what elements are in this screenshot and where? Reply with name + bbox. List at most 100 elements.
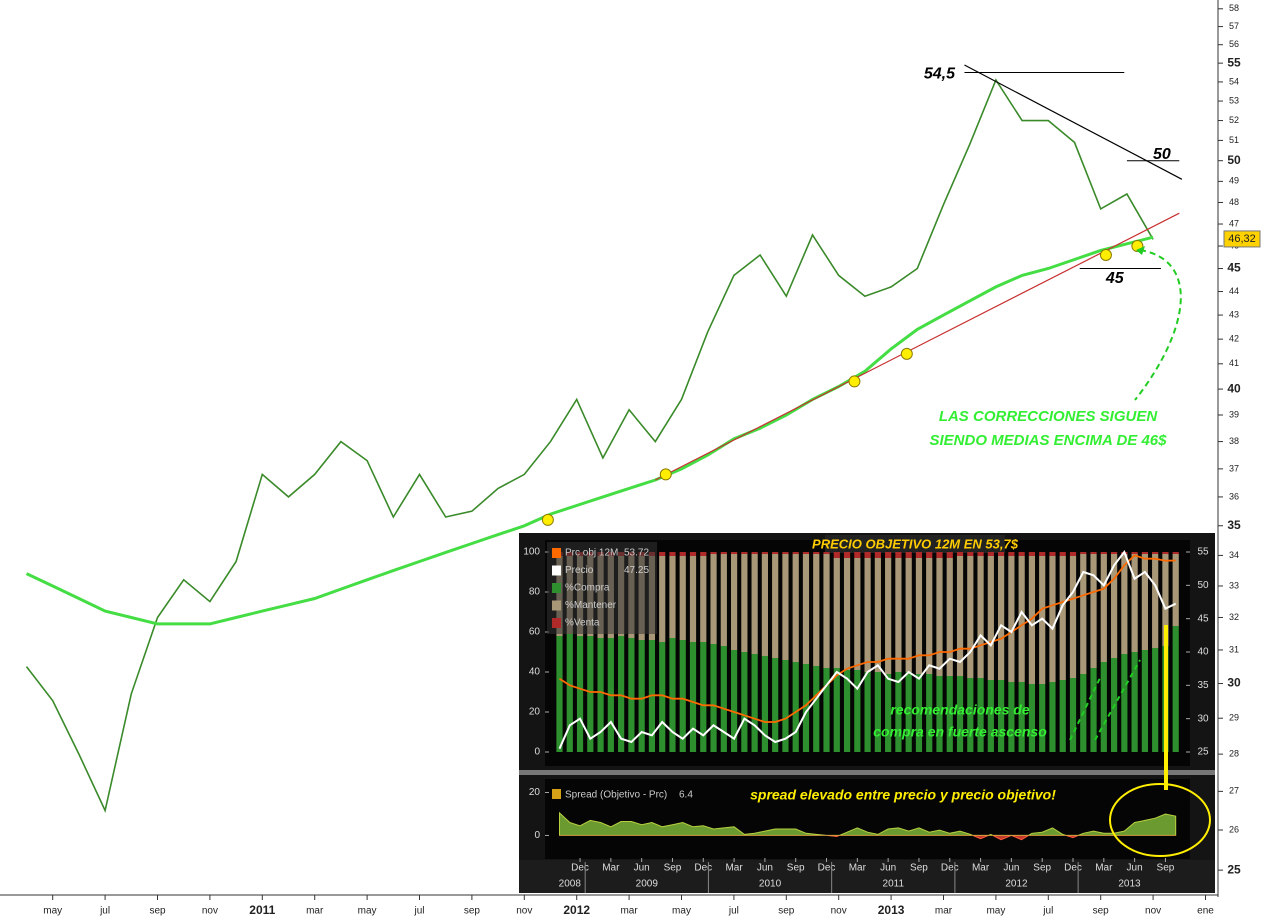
stacked-bar: [1172, 554, 1179, 626]
x-tick-label: Jun: [757, 863, 773, 874]
annotation: SIENDO MEDIAS ENCIMA DE 46$: [930, 432, 1168, 449]
stacked-bar: [956, 552, 964, 556]
stacked-bar: [946, 552, 953, 558]
stacked-bar: [1059, 680, 1066, 752]
stacked-bar: [751, 554, 758, 654]
level-label: 50: [1153, 146, 1171, 163]
y-tick-label: 33: [1229, 580, 1239, 590]
stacked-bar: [1131, 552, 1138, 554]
stacked-bar: [1069, 678, 1077, 752]
stacked-bar: [936, 558, 943, 676]
y2-tick-label: 45: [1197, 613, 1209, 624]
stacked-bar: [1100, 662, 1107, 752]
y-tick-label: 32: [1229, 612, 1239, 622]
stacked-bar: [987, 556, 994, 680]
level-label: 54,5: [924, 66, 956, 83]
y-tick-label: 47: [1229, 218, 1239, 228]
stacked-bar: [864, 552, 871, 558]
stacked-bar: [874, 672, 881, 752]
legend-label: %Compra: [565, 583, 610, 594]
stacked-bar: [700, 642, 707, 752]
stacked-bar: [854, 670, 861, 752]
stacked-bar: [618, 636, 625, 752]
y-tick-label: 0: [534, 747, 540, 758]
y-tick-label: 0: [534, 830, 540, 841]
stacked-bar: [772, 552, 779, 554]
legend-label: %Venta: [565, 618, 600, 629]
stacked-bar: [679, 640, 686, 752]
y-tick-label: 25: [1227, 862, 1241, 876]
x-tick-label: Sep: [787, 863, 805, 874]
stacked-bar: [1141, 554, 1148, 650]
inset-line: [559, 554, 1176, 723]
y-tick-label: 51: [1229, 135, 1239, 145]
x-tick-label: Mar: [1095, 863, 1113, 874]
x-tick-label: may: [672, 906, 691, 917]
stacked-bar: [1069, 556, 1077, 678]
stacked-bar: [1049, 682, 1056, 752]
inset-panel: PRECIO OBJETIVO 12M EN 53,7$ 0 20 40 60 80 10…: [519, 533, 1215, 893]
year-label: 2011: [883, 879, 905, 890]
y-tick-label: 56: [1229, 39, 1239, 49]
year-label: 2013: [1118, 879, 1141, 890]
stacked-bar: [1141, 552, 1148, 554]
stacked-bar: [1018, 552, 1025, 556]
decorations: [1069, 246, 1211, 857]
x-tick-label: Dec: [818, 863, 836, 874]
y-tick-label: 40: [529, 667, 541, 678]
stacked-bar: [1162, 554, 1169, 646]
inset-x-axis: [519, 860, 1215, 893]
y-tick-label: 31: [1229, 644, 1239, 654]
inset-title: PRECIO OBJETIVO 12M EN 53,7$: [812, 536, 1019, 551]
stacked-bar: [1059, 556, 1066, 680]
stacked-bar: [998, 556, 1005, 680]
legend-label: Precio: [565, 565, 594, 576]
x-tick-label: mar: [306, 906, 324, 917]
stacked-bar: [669, 552, 676, 556]
stacked-bar: [987, 552, 994, 556]
stacked-bar: [854, 552, 861, 558]
legend-value: 53.72: [624, 548, 649, 559]
touch-point: [1099, 248, 1112, 261]
stacked-bar: [1110, 552, 1118, 554]
stacked-bar: [915, 558, 923, 674]
stacked-bar: [782, 660, 789, 752]
stacked-bar: [1008, 556, 1015, 682]
stacked-bar: [885, 552, 892, 558]
moving-average: [25, 235, 1154, 626]
x-tick-label: may: [986, 906, 1005, 917]
stacked-bar: [1121, 654, 1128, 752]
stacked-bar: [967, 552, 974, 556]
x-tick-label: Dec: [571, 863, 589, 874]
stacked-bar: [761, 552, 768, 554]
stacked-bar: [802, 554, 810, 664]
legend-swatch: [552, 548, 561, 558]
stacked-bar: [720, 646, 727, 752]
stacked-bar: [1121, 554, 1128, 654]
stacked-bar: [1080, 554, 1087, 674]
y-tick-label: 58: [1229, 3, 1239, 13]
legend-label: Prc obj 12M: [565, 548, 618, 559]
stacked-bar: [761, 554, 768, 656]
panel-separator: [519, 770, 1215, 775]
legend-value: 6.4: [679, 790, 693, 801]
y-tick-label: 80: [529, 587, 541, 598]
x-tick-label: Sep: [1033, 863, 1051, 874]
annotation: LAS CORRECCIONES SIGUEN: [939, 408, 1159, 425]
inset-line: [558, 549, 1177, 750]
year-label: 2009: [636, 879, 659, 890]
x-tick-label: ene: [1197, 906, 1214, 917]
annotation-arrow: [1069, 677, 1101, 741]
stacked-bar: [946, 558, 953, 676]
x-tick-label: mar: [620, 906, 638, 917]
stacked-bar: [864, 558, 871, 672]
stacked-bar: [802, 552, 810, 554]
x-tick-label: Jun: [880, 863, 896, 874]
x-tick-label: Mar: [725, 863, 743, 874]
stacked-bar: [792, 552, 799, 554]
annotation-arrow: [1094, 659, 1141, 741]
stacked-bar: [885, 674, 892, 752]
stacked-bar: [905, 552, 912, 558]
stacked-bar: [689, 642, 697, 752]
stacked-bar: [998, 552, 1005, 556]
